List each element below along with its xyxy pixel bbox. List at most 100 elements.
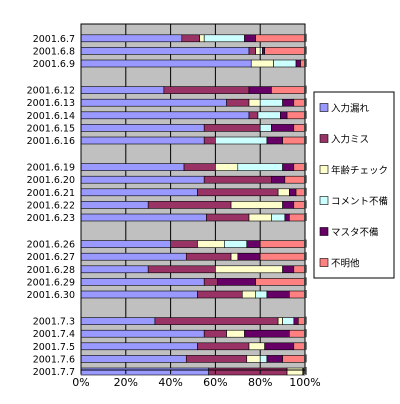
bar-segment-1 (80, 278, 205, 286)
legend-swatch (319, 103, 329, 112)
bar-segment-1 (80, 163, 185, 171)
bar-segment-2 (163, 86, 250, 94)
row-label: 2001.6.16 (27, 136, 75, 147)
x-tick-label: 20% (114, 376, 138, 389)
bar-segment-4 (273, 59, 297, 68)
bar-segment-4 (259, 47, 263, 55)
bar-segment-3 (246, 355, 261, 363)
bar-segment-6 (293, 201, 306, 209)
bar-segment-4 (259, 124, 272, 132)
bar-segment-3 (255, 47, 261, 55)
bar-segment-4 (282, 317, 295, 325)
bar-segment-1 (80, 34, 183, 43)
bar-segment-2 (197, 342, 250, 351)
plot-area (81, 24, 305, 370)
bar-segment-6 (286, 111, 306, 120)
bar-segment-5 (248, 86, 272, 94)
bar-segment-6 (295, 188, 306, 197)
bar-segment-1 (80, 252, 187, 261)
bar-segment-4 (237, 163, 283, 171)
bar-segment-2 (197, 290, 243, 299)
row-label: 2001.6.30 (27, 290, 75, 301)
row-label: 2001.6.29 (27, 277, 75, 288)
bar-segment-6 (264, 47, 306, 55)
bar-segment-4 (224, 240, 248, 248)
bar-segment-5 (295, 59, 301, 68)
row-label: 2001.6.22 (27, 200, 75, 211)
row-label: 2001.6.21 (27, 188, 75, 199)
bar-segment-2 (181, 34, 201, 43)
legend-swatch (319, 196, 329, 205)
bar-segment-3 (197, 240, 225, 248)
bar-segment-3 (230, 201, 283, 209)
bar-segment-1 (80, 188, 198, 197)
row-label: 2001.6.20 (27, 175, 75, 186)
bar-segment-4 (259, 355, 268, 363)
legend-swatch (319, 134, 329, 143)
row-label: 2001.7.7 (33, 367, 75, 378)
bar-segment-5 (246, 240, 261, 248)
bar-segment-1 (80, 367, 209, 376)
bar-segment-4 (203, 34, 245, 43)
x-tick-label: 40% (158, 376, 182, 389)
bar-segment-1 (80, 342, 198, 351)
row-label: 2001.7.3 (33, 317, 75, 328)
bar-segment-2 (203, 175, 272, 184)
bar-segment-6 (282, 355, 306, 363)
bar-segment-2 (185, 252, 232, 261)
bar-segment-5 (266, 136, 283, 145)
bar-segment-6 (293, 98, 306, 107)
bar-segment-3 (226, 329, 245, 338)
bar-segment-3 (230, 252, 239, 261)
bar-segment-1 (80, 47, 250, 55)
bar-segment-2 (183, 163, 216, 171)
bar-segment-1 (80, 124, 205, 132)
bar-segment-6 (289, 213, 306, 222)
bar-segment-6 (255, 278, 306, 286)
bar-segment-3 (215, 163, 239, 171)
bar-segment-6 (293, 163, 306, 171)
bar-segment-4 (215, 136, 268, 145)
bar-segment-5 (264, 342, 295, 351)
bar-segment-2 (147, 201, 232, 209)
bar-segment-2 (197, 188, 279, 197)
bar-segment-1 (80, 59, 252, 68)
bar-segment-2 (226, 98, 250, 107)
bar-segment-1 (80, 213, 207, 222)
legend-label: マスタ不備 (331, 227, 379, 239)
bar-segment-1 (80, 111, 250, 120)
bar-segment-3 (241, 290, 257, 299)
x-tick-label: 100% (289, 376, 320, 389)
bar-segment-6 (289, 290, 306, 299)
bar-segment-5 (217, 278, 257, 286)
row-label: 2001.7.5 (33, 342, 75, 353)
row-label: 2001.7.6 (33, 354, 75, 365)
bar-segment-2 (147, 265, 216, 274)
bar-segment-5 (293, 317, 299, 325)
bar-segment-3 (277, 188, 290, 197)
bar-segment-5 (244, 34, 257, 43)
bar-segment-6 (284, 175, 306, 184)
bar-segment-5 (237, 252, 261, 261)
legend-swatch (319, 165, 329, 174)
bar-segment-3 (286, 367, 304, 376)
bar-segment-6 (271, 86, 306, 94)
legend-label: 入力ミス (331, 134, 369, 146)
bar-segment-2 (170, 240, 198, 248)
bar-segment-6 (293, 265, 306, 274)
bar-segment-5 (280, 111, 288, 120)
row-label: 2001.7.4 (33, 329, 75, 340)
bar-segment-1 (80, 317, 156, 325)
bar-segment-5 (271, 124, 295, 132)
bar-segment-3 (215, 265, 283, 274)
bar-segment-6 (259, 252, 306, 261)
row-label: 2001.6.8 (33, 46, 75, 57)
bar-segment-2 (203, 124, 261, 132)
bar-segment-1 (80, 329, 205, 338)
bar-segment-2 (154, 317, 279, 325)
bar-segment-5 (266, 355, 283, 363)
bar-segment-6 (255, 34, 306, 43)
bar-segment-2 (203, 136, 216, 145)
row-label: 2001.6.9 (33, 59, 75, 70)
